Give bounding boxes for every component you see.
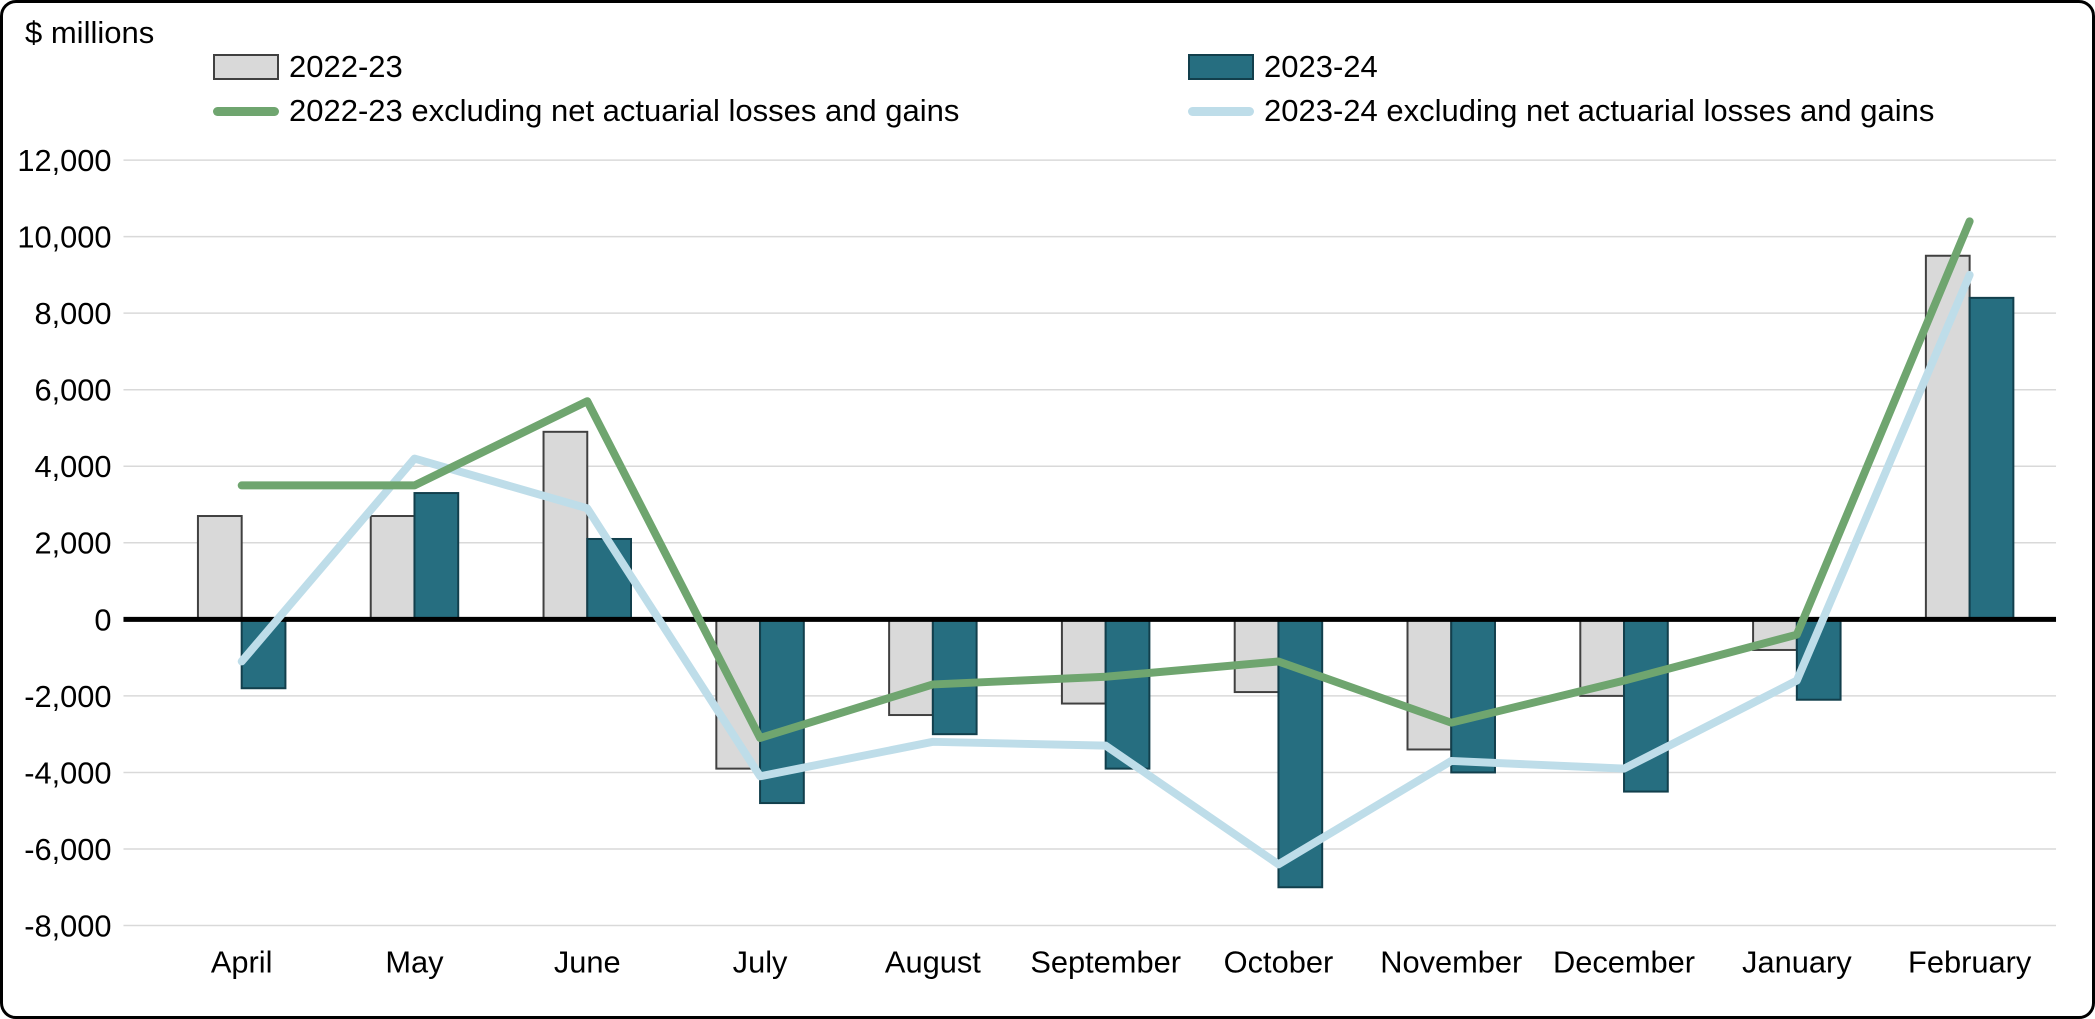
legend-label-2022-23-bar: 2022-23 — [289, 49, 403, 85]
bar-2023-24-June — [587, 539, 631, 619]
y-tick-label: -2,000 — [24, 679, 111, 714]
y-tick-label: 2,000 — [34, 526, 111, 561]
x-tick-label: September — [1030, 944, 1181, 979]
bar-2022-23-November — [1408, 619, 1452, 749]
bar-2022-23-August — [889, 619, 933, 715]
legend-label-2023-24-bar: 2023-24 — [1264, 49, 1378, 85]
legend: 2022-23 2023-24 2022-23 excluding net ac… — [213, 49, 1934, 129]
bar-2022-23-October — [1235, 619, 1279, 692]
y-tick-label: 12,000 — [17, 143, 111, 178]
y-tick-label: -8,000 — [24, 908, 111, 943]
x-tick-label: August — [885, 944, 981, 979]
x-tick-label: June — [554, 944, 621, 979]
legend-label-2022-23-line: 2022-23 excluding net actuarial losses a… — [289, 93, 959, 129]
bar-2022-23-May — [371, 516, 415, 619]
legend-swatch-2022-23-bar — [213, 54, 279, 80]
bar-2022-23-September — [1062, 619, 1106, 703]
y-tick-label: 10,000 — [17, 220, 111, 255]
x-tick-label: January — [1742, 944, 1852, 979]
bar-2022-23-April — [198, 516, 242, 619]
bar-2023-24-November — [1451, 619, 1495, 772]
bar-2023-24-August — [933, 619, 977, 734]
x-tick-label: May — [385, 944, 444, 979]
x-tick-label: December — [1553, 944, 1695, 979]
x-tick-label: April — [211, 944, 273, 979]
y-tick-label: 8,000 — [34, 296, 111, 331]
legend-label-2023-24-line: 2023-24 excluding net actuarial losses a… — [1264, 93, 1934, 129]
bar-2023-24-May — [414, 493, 458, 619]
legend-swatch-2023-24-line — [1188, 107, 1254, 116]
legend-item-2022-23-line: 2022-23 excluding net actuarial losses a… — [213, 93, 1188, 129]
y-tick-label: -4,000 — [24, 755, 111, 790]
legend-item-2023-24-bar: 2023-24 — [1188, 49, 1934, 85]
x-tick-label: November — [1380, 944, 1522, 979]
line-2023-24 excluding net actuarial losses and gains — [242, 275, 1970, 864]
x-tick-label: July — [733, 944, 788, 979]
x-tick-label: February — [1908, 944, 2032, 979]
chart-plot: -8,000 -6,000 -4,000 -2,000 0 2,000 4,000 6,000… — [3, 3, 2092, 1016]
legend-swatch-2022-23-line — [213, 107, 279, 116]
chart-frame: $ millions 2022-23 2023-24 2022-23 exclu… — [0, 0, 2095, 1019]
y-tick-label: 0 — [94, 602, 111, 637]
bar-2023-24-February — [1970, 298, 2014, 619]
x-tick-label: October — [1224, 944, 1334, 979]
y-tick-label: 6,000 — [34, 373, 111, 408]
legend-item-2022-23-bar: 2022-23 — [213, 49, 1188, 85]
y-tick-label: 4,000 — [34, 449, 111, 484]
legend-item-2023-24-line: 2023-24 excluding net actuarial losses a… — [1188, 93, 1934, 129]
y-tick-label: -6,000 — [24, 832, 111, 867]
bar-2022-23-June — [544, 432, 588, 620]
legend-swatch-2023-24-bar — [1188, 54, 1254, 80]
